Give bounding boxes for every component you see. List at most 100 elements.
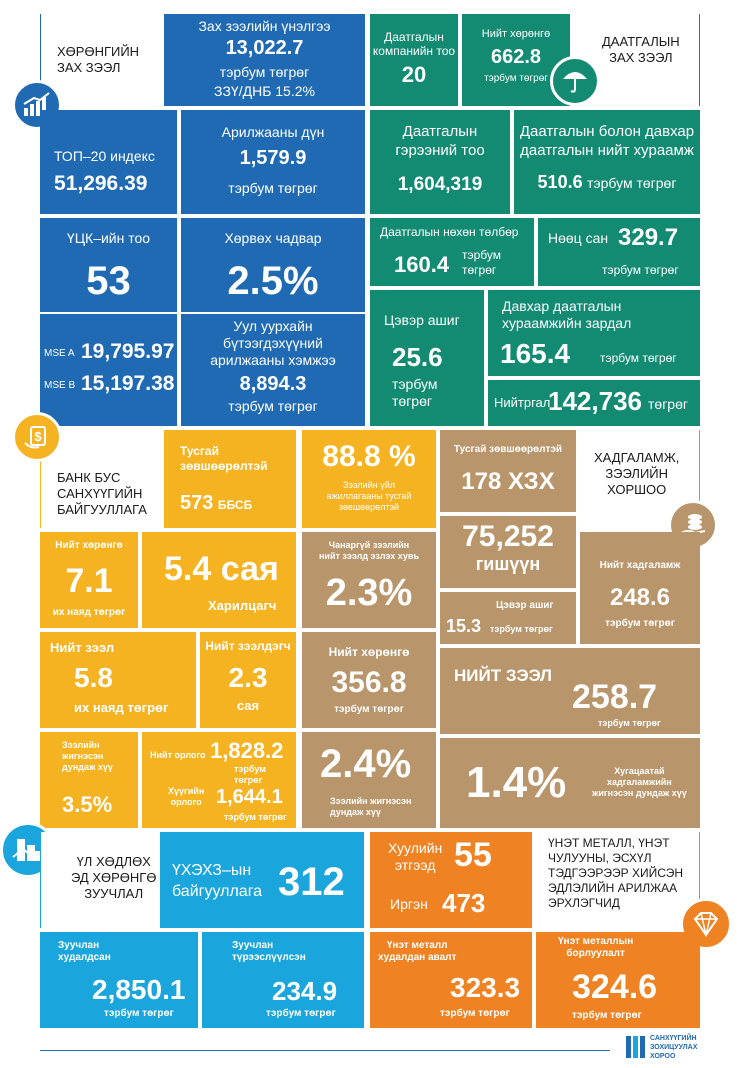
pm-citizen-value: 473 [442, 888, 486, 918]
liquidity-label: Хөрвөх чадвар [224, 230, 322, 246]
ins-companies-tile: Даатгалын компанийн тоо 20 [370, 14, 458, 106]
re-rent-unit: тэрбум төгрөг [266, 1008, 336, 1019]
liquidity-value: 2.5% [227, 259, 319, 303]
insurance-section-header: ДААТГАЛЫН ЗАХ ЗЭЭЛ [572, 14, 700, 106]
mse-a-value: 19,795.97 [81, 340, 175, 363]
market-cap-gdp: ЗЗҮ/ДНБ 15.2% [214, 83, 315, 99]
re-rent-tile: Зуучлан түрээслүүлсэн 234.9 тэрбум төгрө… [202, 932, 364, 1028]
sav-loan-rate-label: Зээлийн жигнэсэн дундаж хүү [330, 796, 412, 817]
nbfi-pct-value: 88.8 % [322, 440, 416, 473]
sav-assets-value: 356.8 [331, 666, 407, 699]
sav-members-tile: 75,252 гишүүн [440, 516, 576, 588]
mining-value: 8,894.3 [239, 373, 307, 395]
capital-section-header: ХӨРӨНГИЙН ЗАХ ЗЭЭЛ [40, 14, 162, 106]
sav-deposits-label: Нийт хадгаламж [599, 560, 681, 571]
ins-assets-value: 662.8 [490, 46, 542, 68]
nbfi-clients-tile: 5.4 сая Харилцагч [142, 532, 296, 628]
re-rent-label: Зуучлан түрээслүүлсэн [232, 940, 306, 963]
nbfi-loans-unit: их наяд төгрөг [74, 700, 169, 715]
nbfi-loans-tile: Нийт зээл 5.8 их наяд төгрөг [40, 632, 196, 728]
sav-licensed-tile: Тусгай зөвшөөрөлтэй 178 ХЗХ [440, 430, 576, 512]
nbfi-loans-value: 5.8 [74, 662, 113, 693]
sav-dep-rate-value: 1.4% [466, 758, 567, 807]
nbfi-assets-tile: Нийт хөрөнгө 7.1 их наяд төгрөг [40, 532, 138, 628]
ins-claims-value: 160.4 [394, 252, 450, 277]
trade-value: 1,579.9 [239, 147, 307, 169]
logo-mark-icon [626, 1036, 645, 1058]
pm-sell-tile: Үнэт металлын борлуулалт 324.6 тэрбум тө… [536, 932, 700, 1028]
pm-citizen-label: Иргэн [390, 896, 428, 912]
pm-sell-label: Үнэт металлын борлуулалт [558, 936, 634, 959]
sav-loans-value: 258.7 [572, 678, 658, 716]
savings-section-header: ХАДГАЛАМЖ, ЗЭЭЛИЙН ХОРШОО [578, 430, 700, 528]
ins-profit-value: 25.6 [392, 342, 443, 372]
sav-loans-label: НИЙТ ЗЭЭЛ [454, 666, 552, 685]
sav-loans-tile: НИЙТ ЗЭЭЛ 258.7 тэрбум төгрөг [440, 648, 700, 734]
ins-claims-label: Даатгалын нөхөн төлбөр [380, 225, 519, 239]
ins-premium-unit: тэрбум төгрөг [587, 175, 677, 191]
sav-deposits-tile: Нийт хадгаламж 248.6 тэрбум төгрөг [580, 532, 700, 644]
nbfi-section-header: БАНК БУС САНХҮҮГИЙН БАЙГУУЛЛАГА [40, 430, 162, 528]
sav-loans-unit: тэрбум төгрөг [598, 718, 661, 728]
nbfi-special-value: 573 [180, 492, 214, 514]
nbfi-rate-tile: Зээлийн жигнэсэн дундаж хүү 3.5% [40, 732, 138, 828]
nbfi-interest-label: Хүүгийн орлого [168, 786, 205, 807]
ins-reins-value: 165.4 [500, 338, 571, 369]
ins-assets-label: Нийт хөрөнгө [481, 28, 551, 40]
mse-tile: MSE A 19,795.97 MSE B 15,197.38 [40, 314, 177, 426]
nbfi-clients-value: 5.4 сая [164, 550, 279, 588]
mse-a-label: MSE A [44, 348, 75, 359]
top20-tile: ТОП–20 индекс 51,296.39 [40, 110, 177, 214]
precious-section-header: ҮНЭТ МЕТАЛЛ, ҮНЭТ ЧУЛУУНЫ, ЭСХҮЛ ТЭДГЭЭР… [536, 832, 700, 928]
nbfi-income-unit: тэрбум төгрөг [234, 764, 266, 785]
nbfi-special-label: Тусгай зөвшөөрөлтэй [180, 444, 268, 473]
nbfi-special-unit: ББСБ [217, 498, 253, 512]
ins-reins-label: Давхар даатгалын хураамжийн зардал [502, 298, 632, 331]
pm-legal-label: Хуулийн этгээд [388, 840, 443, 873]
nbfi-pct-label: Зээлийн үйл ажиллагааны тусгай зөвшөөрөл… [326, 480, 412, 512]
savings-title: ХАДГАЛАМЖ, ЗЭЭЛИЙН ХОРШОО [594, 450, 680, 497]
sav-assets-tile: Нийт хөрөнгө 356.8 тэрбум төгрөг [302, 632, 436, 728]
nbfi-clients-label: Харилцагч [208, 598, 277, 613]
trade-unit: тэрбум төгрөг [228, 180, 318, 196]
market-cap-tile: Зах зээлийн үнэлгээ 13,022.7 тэрбум төгр… [164, 14, 365, 106]
sav-npl-value: 2.3% [325, 572, 413, 614]
mse-b-label: MSE B [44, 380, 76, 391]
nbfi-pct-tile: 88.8 % Зээлийн үйл ажиллагааны тусгай зө… [302, 430, 436, 528]
nbfi-title: БАНК БУС САНХҮҮГИЙН БАЙГУУЛЛАГА [57, 470, 147, 517]
re-rent-value: 234.9 [272, 976, 338, 1006]
liquidity-tile: Хөрвөх чадвар 2.5% [181, 218, 365, 312]
nbfi-assets-unit: их наяд төгрөг [52, 607, 126, 618]
trade-tile: Арилжааны дүн 1,579.9 тэрбум төгрөг [181, 110, 365, 214]
pm-sell-unit: тэрбум төгрөг [572, 1010, 642, 1021]
ins-companies-label: Даатгалын компанийн тоо [372, 30, 456, 58]
sav-profit-label: Цэвэр ашиг [496, 600, 554, 611]
re-org-tile: ҮХЭХЗ–ын байгууллага 312 [160, 832, 364, 928]
nbfi-assets-label: Нийт хөрөнгө [55, 540, 123, 551]
sav-assets-label: Нийт хөрөнгө [328, 645, 410, 659]
sav-members-value: 75,252 [462, 520, 554, 553]
ins-premium-label: Даатгалын болон давхар даатгалын нийт ху… [519, 123, 695, 159]
sav-npl-label: Чанаргүй зээлийн нийт зээлд эзлэх хувь [319, 540, 419, 561]
ins-total-label: Нийтргал [494, 395, 551, 410]
nbfi-borrowers-unit: сая [236, 698, 260, 713]
re-sold-value: 2,850.1 [92, 974, 186, 1005]
ucc-label: ҮЦК–ийн тоо [66, 230, 151, 246]
ins-reserve-unit: тэрбум төгрөг [602, 263, 679, 277]
sav-licensed-value: 178 ХЗХ [461, 468, 555, 495]
pm-legal-value: 55 [454, 836, 492, 874]
ins-contracts-value: 1,604,319 [397, 174, 483, 195]
ins-total-unit: төгрөг [648, 396, 688, 412]
nbfi-borrowers-label: Нийт зээлдэгч [205, 639, 291, 653]
realestate-title: ҮЛ ХӨДЛӨХ ЭД ХӨРӨНГӨ ЗУУЧЛАЛ [71, 854, 157, 901]
regulator-logo: САНХҮҮГИЙН ЗОХИЦУУЛАХ ХОРОО [626, 1032, 726, 1064]
ucc-tile: ҮЦК–ийн тоо 53 [40, 218, 177, 312]
sav-profit-unit: тэрбум төгрөг [490, 624, 553, 634]
realestate-section-header: ҮЛ ХӨДЛӨХ ЭД ХӨРӨНГӨ ЗУУЧЛАЛ [40, 832, 158, 928]
sav-dep-rate-tile: 1.4% Хугацаатай хадгаламжийн жигнэсэн ду… [440, 738, 700, 828]
ins-premium-tile: Даатгалын болон давхар даатгалын нийт ху… [514, 110, 700, 214]
market-cap-label: Зах зээлийн үнэлгээ [198, 18, 331, 34]
logo-text: САНХҮҮГИЙН ЗОХИЦУУЛАХ ХОРОО [650, 1035, 698, 1060]
footer-divider [40, 1050, 610, 1051]
pm-counts-tile: Хуулийн этгээд 55 Иргэн 473 [370, 832, 532, 928]
